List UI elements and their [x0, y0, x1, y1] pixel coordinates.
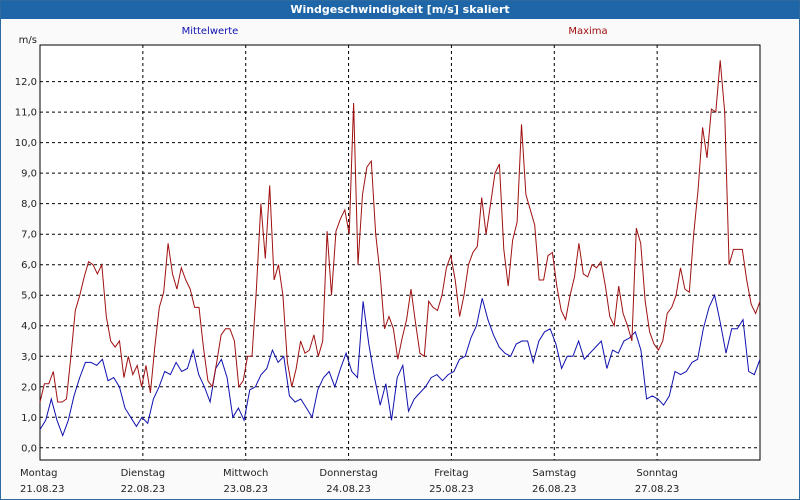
date-label: 21.08.23	[20, 484, 65, 495]
date-label: 26.08.23	[532, 484, 577, 495]
date-label: 23.08.23	[223, 484, 268, 495]
series-line-maxima	[39, 60, 761, 403]
day-label: Montag	[20, 468, 57, 479]
legend-mittelwerte: Mittelwerte	[182, 26, 239, 37]
day-label: Donnerstag	[319, 468, 377, 479]
y-tick-label: 1,0	[21, 413, 37, 424]
chart-title: Windgeschwindigkeit [m/s] skaliert	[1, 1, 799, 19]
y-tick-label: 3,0	[21, 352, 37, 363]
y-tick-label: 9,0	[21, 169, 37, 180]
y-tick-label: 2,0	[21, 382, 37, 393]
day-label: Samstag	[532, 468, 576, 479]
day-label: Freitag	[434, 468, 468, 479]
date-label: 22.08.23	[121, 484, 166, 495]
y-tick-label: 6,0	[21, 260, 37, 271]
day-label: Dienstag	[121, 468, 166, 479]
y-tick-label: 4,0	[21, 321, 37, 332]
y-tick-label: 8,0	[21, 199, 37, 210]
day-label: Sonntag	[636, 468, 678, 479]
date-label: 27.08.23	[635, 484, 680, 495]
legend-maxima: Maxima	[568, 26, 607, 37]
y-tick-label: 0,0	[21, 443, 37, 454]
day-label: Mittwoch	[223, 468, 268, 479]
y-tick-label: 10,0	[15, 138, 37, 149]
plot-area	[39, 44, 761, 461]
y-tick-label: 5,0	[21, 291, 37, 302]
series-line-mittelwerte	[39, 293, 761, 438]
y-tick-label: 7,0	[21, 230, 37, 241]
y-tick-label: 11,0	[15, 108, 37, 119]
date-label: 25.08.23	[429, 484, 474, 495]
y-tick-label: 12,0	[15, 77, 37, 88]
date-label: 24.08.23	[326, 484, 371, 495]
y-axis-unit: m/s	[19, 35, 37, 46]
